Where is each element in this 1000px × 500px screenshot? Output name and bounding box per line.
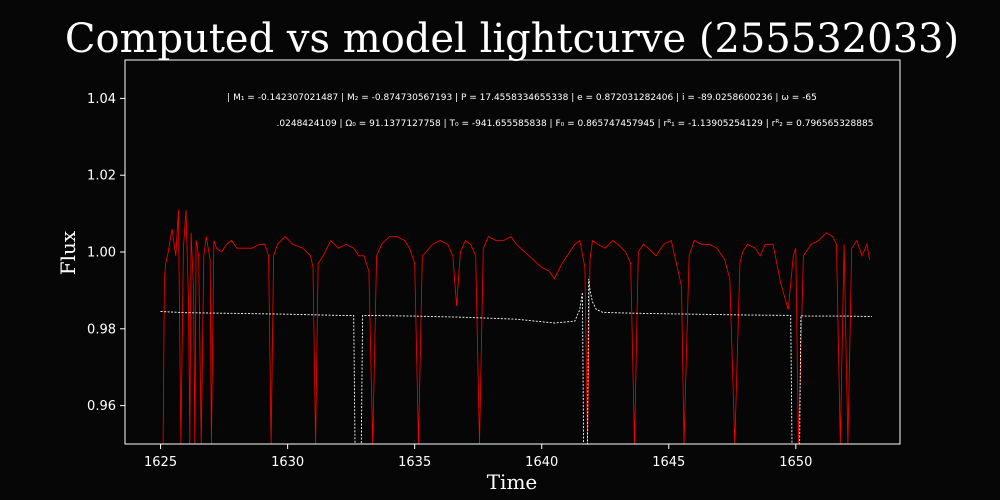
x-tick-label: 1640 (525, 455, 558, 470)
y-tick-label: 1.00 (87, 246, 116, 261)
series-layer (160, 209, 873, 444)
y-axis: 0.96 0.98 1.00 1.02 1.04 (87, 92, 125, 414)
y-tick-label: 1.04 (87, 92, 116, 107)
x-axis-label: Time (487, 470, 538, 494)
x-tick-label: 1625 (144, 455, 177, 470)
y-tick-label: 0.96 (87, 399, 116, 414)
y-tick-label: 0.98 (87, 322, 116, 337)
x-tick-label: 1635 (398, 455, 431, 470)
x-axis: 1625 1630 1635 1640 1645 1650 (144, 444, 812, 470)
y-axis-label: Flux (56, 230, 80, 275)
y-tick-label: 1.02 (87, 169, 116, 184)
x-tick-label: 1630 (271, 455, 304, 470)
parameter-annotation-line-1: | M₁ = -0.142307021487 | M₂ = -0.8747305… (227, 93, 817, 103)
plot-frame (124, 59, 901, 445)
observed-lightcurve-line (162, 209, 870, 444)
x-tick-label: 1645 (652, 455, 685, 470)
x-tick-label: 1650 (779, 455, 812, 470)
chart-title: Computed vs model lightcurve (255532033) (65, 16, 959, 62)
model-lightcurve-line (160, 278, 873, 444)
parameter-annotation-line-2: .0248424109 | Ω₀ = 91.1377127758 | T₀ = … (277, 119, 874, 129)
